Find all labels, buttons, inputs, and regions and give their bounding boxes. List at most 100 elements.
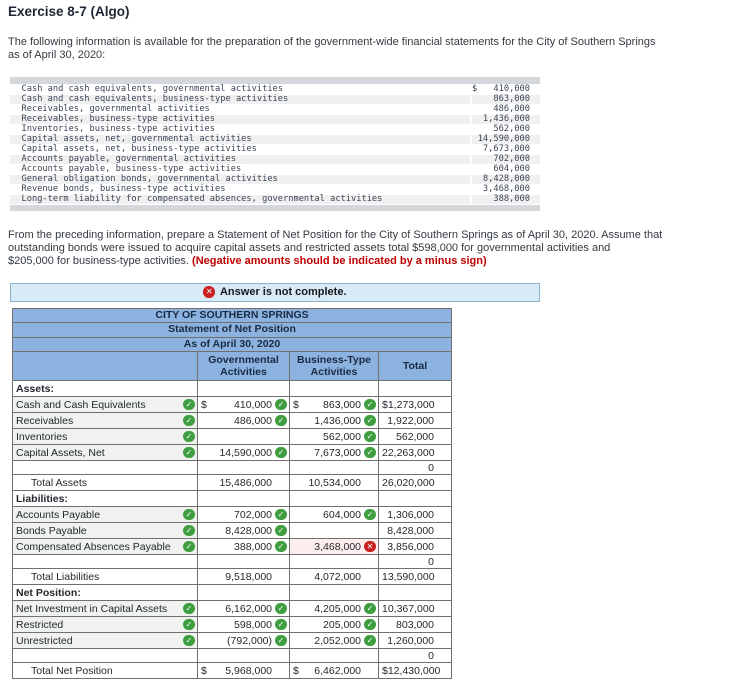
- governmental-amount-cell[interactable]: (792,000) ✓: [197, 632, 290, 650]
- total-amount-cell: 10,367,000: [378, 600, 452, 618]
- total-amount-cell: 1,306,000: [378, 506, 452, 524]
- total-amount-cell: 22,263,000: [378, 444, 452, 462]
- business-amount-cell[interactable]: 2,052,000 ✓: [289, 632, 379, 650]
- given-table-bottom-band: [10, 204, 540, 212]
- amount-value: 0: [428, 649, 434, 662]
- given-row-label: Receivables, governmental activities: [10, 104, 471, 115]
- statement-row-item: Unrestricted ✓ (792,000) ✓ 2,052,000 ✓ 1,260,0…: [12, 632, 452, 650]
- cell-content: 0: [380, 462, 451, 474]
- check-glyph: ✓: [364, 398, 376, 411]
- check-icon: ✓: [183, 618, 195, 631]
- governmental-amount-cell[interactable]: 486,000 ✓: [197, 412, 290, 430]
- governmental-amount-cell[interactable]: $410,000 ✓: [197, 396, 290, 414]
- business-amount-cell[interactable]: 7,673,000 ✓: [289, 444, 379, 462]
- cell-content: 22,263,000: [380, 446, 451, 460]
- check-glyph: ✓: [183, 540, 195, 553]
- column-header-business: Business-Type Activities: [289, 351, 379, 382]
- business-amount-cell[interactable]: 562,000 ✓: [289, 428, 379, 446]
- cross-icon: ✕: [364, 540, 376, 553]
- business-amount-cell[interactable]: 1,436,000 ✓: [289, 412, 379, 430]
- cell-content: Inventories ✓: [14, 430, 197, 444]
- given-row: Inventories, business-type activities 562…: [10, 124, 540, 135]
- cell-content: (792,000) ✓: [199, 634, 289, 648]
- total-amount-cell: 0: [378, 460, 452, 476]
- governmental-amount-cell[interactable]: 598,000 ✓: [197, 616, 290, 634]
- check-glyph: ✓: [275, 508, 287, 521]
- given-table-top-band: [10, 77, 540, 85]
- business-amount-cell[interactable]: 3,468,000 ✕: [289, 538, 379, 556]
- check-glyph: ✓: [275, 524, 287, 537]
- row-label-dropdown-cell[interactable]: Restricted ✓: [12, 616, 198, 634]
- business-amount-cell: $6,462,000: [289, 662, 379, 680]
- cell-content: $12,430,000: [380, 664, 451, 678]
- given-amount-content: 3,468,000: [472, 184, 530, 194]
- given-row-amount: 562,000: [470, 124, 540, 135]
- governmental-amount-cell[interactable]: 6,162,000 ✓: [197, 600, 290, 618]
- answer-status-banner: ✕ Answer is not complete.: [10, 282, 540, 302]
- given-row-amount: 863,000: [470, 94, 540, 105]
- cell-content: Net Investment in Capital Assets ✓: [14, 602, 197, 616]
- cell-content: [291, 650, 378, 662]
- row-label-dropdown-cell[interactable]: Cash and Cash Equivalents ✓: [12, 396, 198, 414]
- statement-column-header-row: Governmental Activities Business-Type Ac…: [12, 351, 452, 382]
- business-amount-cell[interactable]: $863,000 ✓: [289, 396, 379, 414]
- row-label-dropdown-cell[interactable]: Inventories ✓: [12, 428, 198, 446]
- amount-value: 3,468,000: [314, 540, 361, 553]
- total-amount-cell: 3,856,000: [378, 538, 452, 556]
- governmental-amount-cell[interactable]: [197, 428, 290, 446]
- amount-value: 5,968,000: [225, 664, 272, 677]
- governmental-amount-cell[interactable]: 14,590,000 ✓: [197, 444, 290, 462]
- given-amount-content: 388,000: [472, 194, 530, 204]
- check-glyph: ✓: [183, 398, 195, 411]
- check-icon: ✓: [275, 618, 287, 631]
- given-amount-content: 7,673,000: [472, 144, 530, 154]
- governmental-amount-cell[interactable]: 702,000 ✓: [197, 506, 290, 524]
- row-label-dropdown-cell[interactable]: Unrestricted ✓: [12, 632, 198, 650]
- statement-row-blank: 0: [12, 460, 452, 476]
- amount-value: 562,000: [396, 430, 434, 443]
- icon-slot: [438, 447, 450, 459]
- business-amount-cell[interactable]: 4,205,000 ✓: [289, 600, 379, 618]
- row-label-dropdown-cell[interactable]: Capital Assets, Net ✓: [12, 444, 198, 462]
- cell-content: 0: [380, 649, 451, 662]
- check-icon: ✓: [364, 634, 376, 647]
- business-amount-cell[interactable]: 604,000 ✓: [289, 506, 379, 524]
- row-label-dropdown-cell[interactable]: Receivables ✓: [12, 412, 198, 430]
- total-amount-cell: [378, 490, 452, 508]
- given-row: Receivables, business-type activities 1,4…: [10, 114, 540, 125]
- cell-content: Net Position:: [14, 586, 197, 600]
- statement-row-blank: 0: [12, 648, 452, 664]
- business-amount-cell[interactable]: [289, 522, 379, 540]
- cell-content: [14, 462, 197, 474]
- amount-value: 388,000: [234, 540, 272, 553]
- cell-content: [291, 586, 378, 600]
- given-amount-content: 863,000: [472, 94, 530, 104]
- check-icon: ✓: [183, 540, 195, 553]
- check-glyph: ✓: [183, 602, 195, 615]
- icon-slot: [437, 635, 449, 647]
- governmental-amount-cell[interactable]: 8,428,000 ✓: [197, 522, 290, 540]
- given-row-value: 486,000: [493, 103, 530, 114]
- row-label: Unrestricted: [16, 634, 73, 647]
- row-label-cell: Total Liabilities: [12, 568, 198, 586]
- row-label-dropdown-cell[interactable]: Compensated Absences Payable ✓: [12, 538, 198, 556]
- given-row-amount: 1,436,000: [470, 114, 540, 125]
- cell-content: Total Liabilities: [14, 570, 197, 584]
- given-row-label: Accounts payable, governmental activitie…: [10, 154, 471, 165]
- statement-row-total: Total Liabilities 9,518,000 4,072,000 13,59…: [12, 568, 452, 586]
- business-amount-cell: [289, 490, 379, 508]
- intro-paragraph: The following information is available f…: [8, 36, 698, 62]
- cell-content: 3,856,000: [380, 540, 451, 554]
- row-label-dropdown-cell[interactable]: Bonds Payable ✓: [12, 522, 198, 540]
- row-label-dropdown-cell[interactable]: Accounts Payable ✓: [12, 506, 198, 524]
- statement-row-item: Cash and Cash Equivalents ✓ $410,000 ✓ $863,…: [12, 396, 452, 414]
- row-label: Total Liabilities: [31, 570, 100, 583]
- row-label-dropdown-cell[interactable]: Net Investment in Capital Assets ✓: [12, 600, 198, 618]
- business-amount-cell[interactable]: 205,000 ✓: [289, 616, 379, 634]
- icon-slot: [438, 603, 450, 615]
- governmental-amount-cell[interactable]: 388,000 ✓: [197, 538, 290, 556]
- statement-row-section: Liabilities:: [12, 490, 452, 508]
- icon-slot: [438, 477, 450, 489]
- cell-content: 604,000 ✓: [291, 508, 378, 522]
